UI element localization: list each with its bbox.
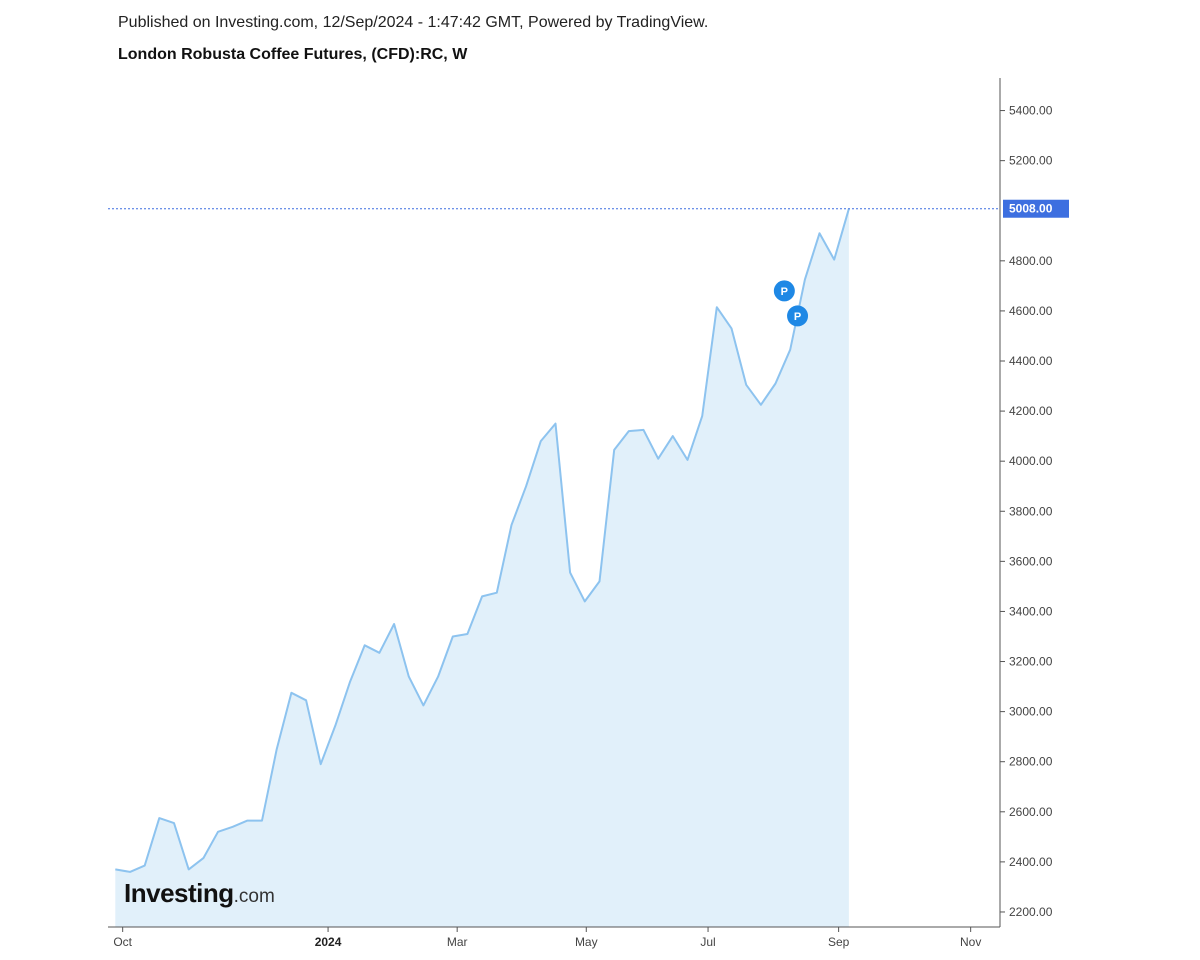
data-point <box>760 404 762 406</box>
data-point <box>540 440 542 442</box>
data-point <box>334 724 336 726</box>
data-point <box>232 826 234 828</box>
data-point <box>188 868 190 870</box>
y-tick-label: 2200.00 <box>1009 905 1053 919</box>
last-price-badge <box>1003 199 1069 218</box>
data-point <box>554 422 556 424</box>
event-marker[interactable]: P <box>787 305 809 327</box>
y-tick-label: 3000.00 <box>1009 705 1053 719</box>
data-point <box>349 680 351 682</box>
y-tick-label: 2800.00 <box>1009 755 1053 769</box>
event-marker-label: P <box>781 286 788 298</box>
x-tick-label: Sep <box>828 935 850 949</box>
y-tick-label: 3600.00 <box>1009 554 1053 568</box>
x-tick-label: Mar <box>447 935 468 949</box>
data-point <box>642 429 644 431</box>
data-point <box>202 857 204 859</box>
data-point <box>730 327 732 329</box>
y-tick-label: 4600.00 <box>1009 304 1053 318</box>
data-point <box>686 459 688 461</box>
event-marker-label: P <box>794 311 801 323</box>
data-point <box>818 232 820 234</box>
data-point <box>466 633 468 635</box>
y-tick-label: 2600.00 <box>1009 805 1053 819</box>
data-point <box>364 644 366 646</box>
y-tick-label: 3200.00 <box>1009 655 1053 669</box>
data-point <box>158 817 160 819</box>
x-axis: Oct 2024 Mar May Jul Sep Nov <box>108 926 1000 949</box>
event-markers[interactable]: PP <box>773 280 809 327</box>
last-price-label: 5008.00 <box>1009 202 1053 216</box>
data-point <box>276 748 278 750</box>
data-point <box>701 415 703 417</box>
y-tick-label: 5200.00 <box>1009 154 1053 168</box>
data-point <box>261 819 263 821</box>
data-point <box>598 580 600 582</box>
data-point <box>496 592 498 594</box>
x-tick-label: Oct <box>113 935 132 949</box>
data-point <box>452 635 454 637</box>
data-point <box>290 692 292 694</box>
y-tick-label: 5400.00 <box>1009 104 1053 118</box>
y-tick-label: 3400.00 <box>1009 604 1053 618</box>
data-point <box>613 449 615 451</box>
data-point <box>114 868 116 870</box>
data-point <box>804 278 806 280</box>
data-point <box>378 652 380 654</box>
y-tick-label: 4200.00 <box>1009 404 1053 418</box>
chart-title: London Robusta Coffee Futures, (CFD):RC,… <box>118 46 468 63</box>
price-series-line <box>115 208 850 873</box>
event-marker[interactable]: P <box>773 280 795 302</box>
data-point <box>246 819 248 821</box>
x-tick-label: May <box>575 935 598 949</box>
price-area-fill <box>115 208 849 927</box>
data-point <box>716 306 718 308</box>
data-point <box>745 384 747 386</box>
data-point <box>628 430 630 432</box>
x-tick-label: 2024 <box>315 935 342 949</box>
data-point <box>305 699 307 701</box>
y-tick-label: 4000.00 <box>1009 454 1053 468</box>
y-axis: 2200.00 2400.00 2600.00 2800.00 3000.00 3200.… <box>999 78 1069 927</box>
data-point <box>510 524 512 526</box>
event-marker-circle <box>787 305 809 327</box>
data-point <box>144 864 146 866</box>
published-note: Published on Investing.com, 12/Sep/2024 … <box>118 14 709 31</box>
y-tick-label: 4800.00 <box>1009 254 1053 268</box>
data-point <box>774 382 776 384</box>
data-point <box>657 458 659 460</box>
y-tick-label: 2400.00 <box>1009 855 1053 869</box>
data-point <box>525 485 527 487</box>
investing-logo: Investing.com <box>124 878 275 909</box>
data-point <box>833 258 835 260</box>
y-tick-label: 4400.00 <box>1009 354 1053 368</box>
logo-wordmark: Investing <box>124 878 234 908</box>
data-point <box>569 571 571 573</box>
data-point <box>408 675 410 677</box>
data-point <box>217 831 219 833</box>
x-tick-label: Nov <box>960 935 981 949</box>
data-point <box>672 435 674 437</box>
data-point <box>437 675 439 677</box>
event-marker-circle <box>773 280 795 302</box>
data-point <box>584 600 586 602</box>
data-point <box>173 822 175 824</box>
x-tick-label: Jul <box>700 935 715 949</box>
logo-suffix: .com <box>233 886 275 907</box>
data-point <box>481 595 483 597</box>
y-tick-label: 3800.00 <box>1009 504 1053 518</box>
data-point <box>320 763 322 765</box>
plot-area <box>108 208 1000 927</box>
data-point <box>393 623 395 625</box>
data-point <box>422 704 424 706</box>
data-point <box>789 349 791 351</box>
data-point <box>129 871 131 873</box>
